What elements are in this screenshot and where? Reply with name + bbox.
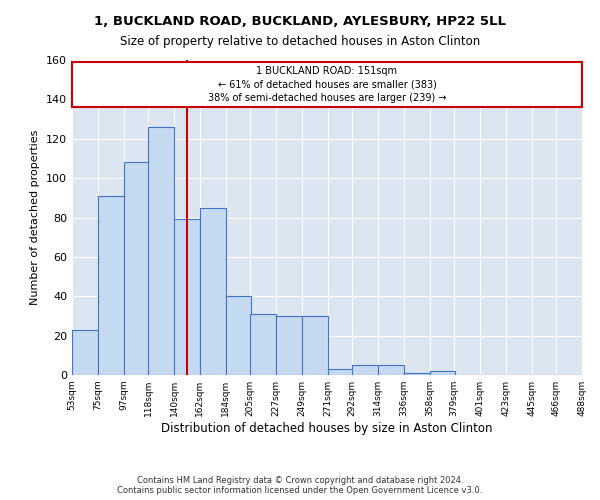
Bar — [430, 371, 455, 375]
Bar — [124, 162, 149, 375]
Bar — [352, 365, 378, 375]
Text: 1 BUCKLAND ROAD: 151sqm
← 61% of detached houses are smaller (383)
38% of semi-d: 1 BUCKLAND ROAD: 151sqm ← 61% of detache… — [208, 66, 446, 103]
Bar — [148, 127, 174, 375]
Bar — [404, 373, 430, 375]
Bar — [98, 196, 124, 375]
Text: 1, BUCKLAND ROAD, BUCKLAND, AYLESBURY, HP22 5LL: 1, BUCKLAND ROAD, BUCKLAND, AYLESBURY, H… — [94, 15, 506, 28]
Text: Contains HM Land Registry data © Crown copyright and database right 2024.
Contai: Contains HM Land Registry data © Crown c… — [118, 476, 482, 495]
FancyBboxPatch shape — [72, 62, 582, 108]
Bar — [328, 369, 353, 375]
Bar — [378, 365, 404, 375]
Bar — [72, 330, 98, 375]
Bar — [302, 316, 328, 375]
Bar — [276, 316, 302, 375]
Bar — [200, 208, 226, 375]
Bar — [174, 220, 200, 375]
Bar — [226, 296, 251, 375]
Text: Size of property relative to detached houses in Aston Clinton: Size of property relative to detached ho… — [120, 35, 480, 48]
Y-axis label: Number of detached properties: Number of detached properties — [31, 130, 40, 305]
X-axis label: Distribution of detached houses by size in Aston Clinton: Distribution of detached houses by size … — [161, 422, 493, 435]
Bar — [250, 314, 276, 375]
